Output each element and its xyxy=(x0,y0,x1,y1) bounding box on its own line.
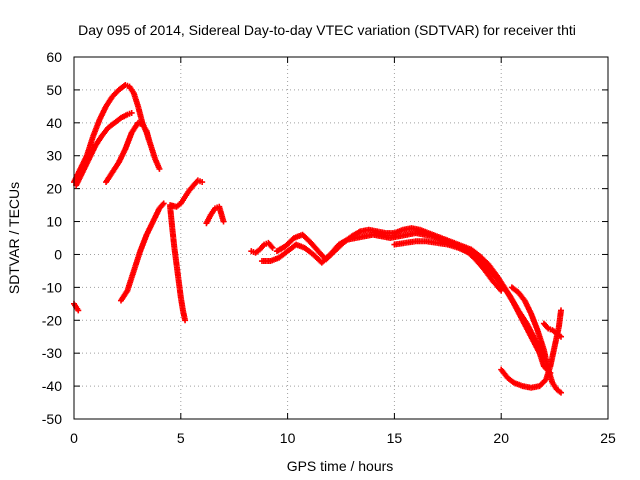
series-arc-6 xyxy=(167,203,189,324)
grid xyxy=(74,57,608,419)
y-tick-label: 50 xyxy=(46,82,62,98)
y-axis-label: SDTVAR / TECUs xyxy=(6,182,22,294)
y-tick-label: -30 xyxy=(42,345,62,361)
series-arc-1 xyxy=(71,300,82,314)
y-tick-label: -10 xyxy=(42,279,62,295)
data-point xyxy=(220,218,227,225)
series-arc-5 xyxy=(117,200,167,304)
y-tick-label: 20 xyxy=(46,181,62,197)
data-point xyxy=(182,317,189,324)
y-tick-label: 60 xyxy=(46,49,62,65)
y-tick-label: 0 xyxy=(54,246,62,262)
series-arc-8 xyxy=(203,203,227,227)
y-tick-label: 40 xyxy=(46,115,62,131)
x-tick-label: 25 xyxy=(600,430,616,446)
data-point xyxy=(128,109,135,116)
series-arc-3 xyxy=(73,109,135,189)
y-tick-label: 30 xyxy=(46,148,62,164)
series-arc-7 xyxy=(167,177,206,210)
data-point xyxy=(199,179,206,186)
series-arc-4 xyxy=(103,119,152,186)
data-point xyxy=(75,307,82,314)
x-tick-label: 20 xyxy=(493,430,509,446)
series-arc-14 xyxy=(508,284,565,396)
data-point xyxy=(145,136,152,143)
y-tick-label: 10 xyxy=(46,214,62,230)
y-tick-label: -40 xyxy=(42,378,62,394)
plot-frame xyxy=(73,56,609,420)
series-arc-9 xyxy=(248,239,276,256)
y-tick-label: -20 xyxy=(42,312,62,328)
x-tick-label: 0 xyxy=(70,430,78,446)
x-axis-label: GPS time / hours xyxy=(287,458,394,474)
chart-title: Day 095 of 2014, Sidereal Day-to-day VTE… xyxy=(78,22,576,38)
data-point xyxy=(160,200,167,207)
data-point xyxy=(269,244,276,251)
y-tick-label: -50 xyxy=(42,411,62,427)
x-tick-label: 5 xyxy=(177,430,185,446)
data-point xyxy=(558,389,565,396)
data-point xyxy=(558,307,565,314)
x-tick-label: 10 xyxy=(280,430,296,446)
axis-ticks: 0 5 10 15 20 25 -50 -40 -30 -20 -10 0 10 20 30 40 50 60 xyxy=(42,49,616,446)
series-arc-15 xyxy=(540,320,565,340)
data-points xyxy=(71,81,565,396)
x-tick-label: 15 xyxy=(387,430,403,446)
data-point xyxy=(558,333,565,340)
data-point xyxy=(156,165,163,172)
data-point xyxy=(498,287,505,294)
